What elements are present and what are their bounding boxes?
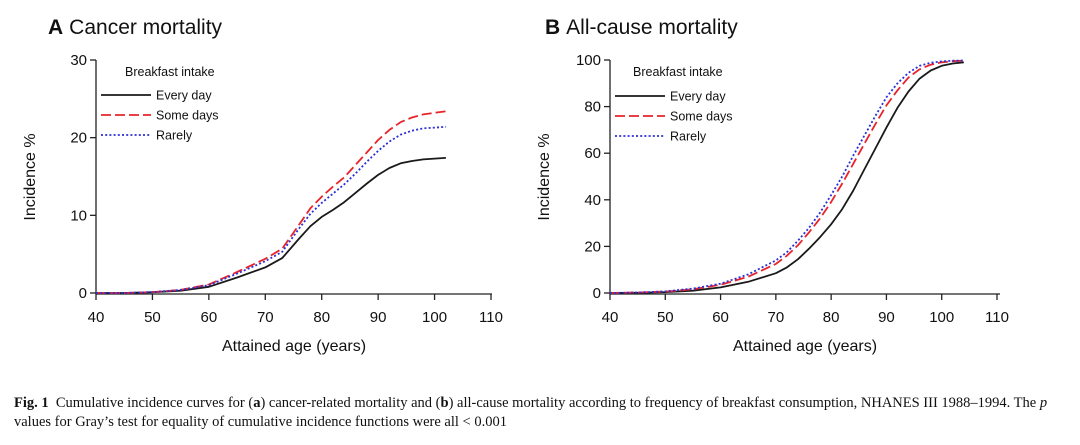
panel-a-x-label: Attained age (years) [222,338,366,355]
panel-a-y-label: Incidence % [22,133,39,220]
panel-a-legend-label: Some days [156,109,219,123]
panel-b-y-tick-label: 0 [593,285,601,302]
figure: A Cancer mortality 0 10 20 30 40 50 60 70 80 90 10… [22,16,1009,355]
panel-b-legend-label: Some days [670,110,733,124]
panel-a-legend-title: Breakfast intake [125,65,215,79]
panel-a-legend: Breakfast intake Every day Some days Rarel… [101,65,219,143]
panel-b-letter: B [545,16,560,39]
panel-a-line-some-days [96,110,447,294]
panel-b-title: B All-cause mortality [545,16,738,39]
panel-b-legend: Breakfast intake Every day Some days Rarel… [615,65,733,144]
panel-a-x-tick-label: 110 [479,309,503,326]
panel-b-legend-label: Rarely [670,130,707,144]
panel-a-x-tick-label: 90 [370,309,387,326]
panel-a-line-rarely [96,125,446,294]
panel-a-x-tick-label: 60 [201,309,218,326]
panel-b-x-tick-label: 100 [929,309,954,326]
figure-caption: Fig. 1 Cumulative incidence curves for (… [14,394,1064,432]
panel-a-y-tick-label: 0 [79,285,87,302]
panel-b-title-text: All-cause mortality [566,16,738,39]
panel-b-x-ticks: 40 50 60 70 80 90 100 110 [602,294,1009,326]
panel-b-y-ticks: 0 20 40 60 80 100 [576,52,610,302]
panel-a-title: A Cancer mortality [48,16,223,39]
panel-b-legend-title: Breakfast intake [633,65,723,79]
caption-text-1: Cumulative incidence curves for ( [55,395,254,411]
panel-b-y-tick-label: 80 [584,99,601,116]
panel-b-y-tick-label: 40 [584,192,601,209]
panel-b-x-tick-label: 60 [712,309,729,326]
panel-b-y-label: Incidence % [536,133,553,220]
panel-a-series [96,110,447,294]
panel-a-y-ticks: 0 10 20 30 [70,52,96,302]
panel-a-legend-label: Rarely [156,129,193,143]
panel-a-y-tick-label: 10 [70,207,87,224]
caption-fig-label: Fig. 1 [14,395,49,411]
panel-b-line-rarely [609,59,964,294]
panel-a-legend-label: Every day [156,89,212,103]
caption-text-3: ) all-cause mortality according to frequ… [448,395,1040,411]
caption-text-4: values for Gray’s test for equality of c… [14,414,507,430]
caption-p: p [1039,395,1048,411]
panel-b-series [609,59,964,294]
panel-b-line-some-days [609,59,964,294]
panel-a-line-every-day [96,157,446,294]
caption-a: a [253,395,261,411]
panel-a-letter: A [48,16,63,39]
panel-a-x-ticks: 40 50 60 70 80 90 100 110 [88,294,503,326]
panel-a-cancer-mortality: A Cancer mortality 0 10 20 30 40 50 60 70 80 90 10… [22,16,503,355]
panel-a-y-tick-label: 20 [70,130,87,147]
panel-b-x-tick-label: 90 [878,309,895,326]
panel-b-x-tick-label: 80 [823,309,840,326]
panel-a-x-tick-label: 50 [144,309,161,326]
panel-a-x-tick-label: 40 [88,309,105,326]
panel-b-legend-label: Every day [670,90,726,104]
panel-b-y-tick-label: 100 [576,52,601,69]
panel-b-y-tick-label: 20 [584,238,601,255]
panel-b-y-tick-label: 60 [584,145,601,162]
panel-a-x-tick-label: 80 [313,309,330,326]
panel-b-all-cause-mortality: B All-cause mortality 0 20 40 60 80 100 40 50 60… [536,16,1009,355]
panel-a-title-text: Cancer mortality [69,16,222,39]
panel-a-y-tick-label: 30 [70,52,87,69]
caption-text-2: ) cancer-related mortality and ( [260,395,441,411]
caption-b: b [440,395,449,411]
panel-a-x-tick-label: 100 [422,309,447,326]
panel-b-x-tick-label: 110 [985,309,1009,326]
panel-b-x-tick-label: 40 [602,309,619,326]
panel-b-line-every-day [609,61,964,294]
panel-b-x-label: Attained age (years) [733,338,877,355]
panel-b-x-tick-label: 50 [657,309,674,326]
panel-b-x-tick-label: 70 [768,309,785,326]
panel-a-x-tick-label: 70 [257,309,274,326]
